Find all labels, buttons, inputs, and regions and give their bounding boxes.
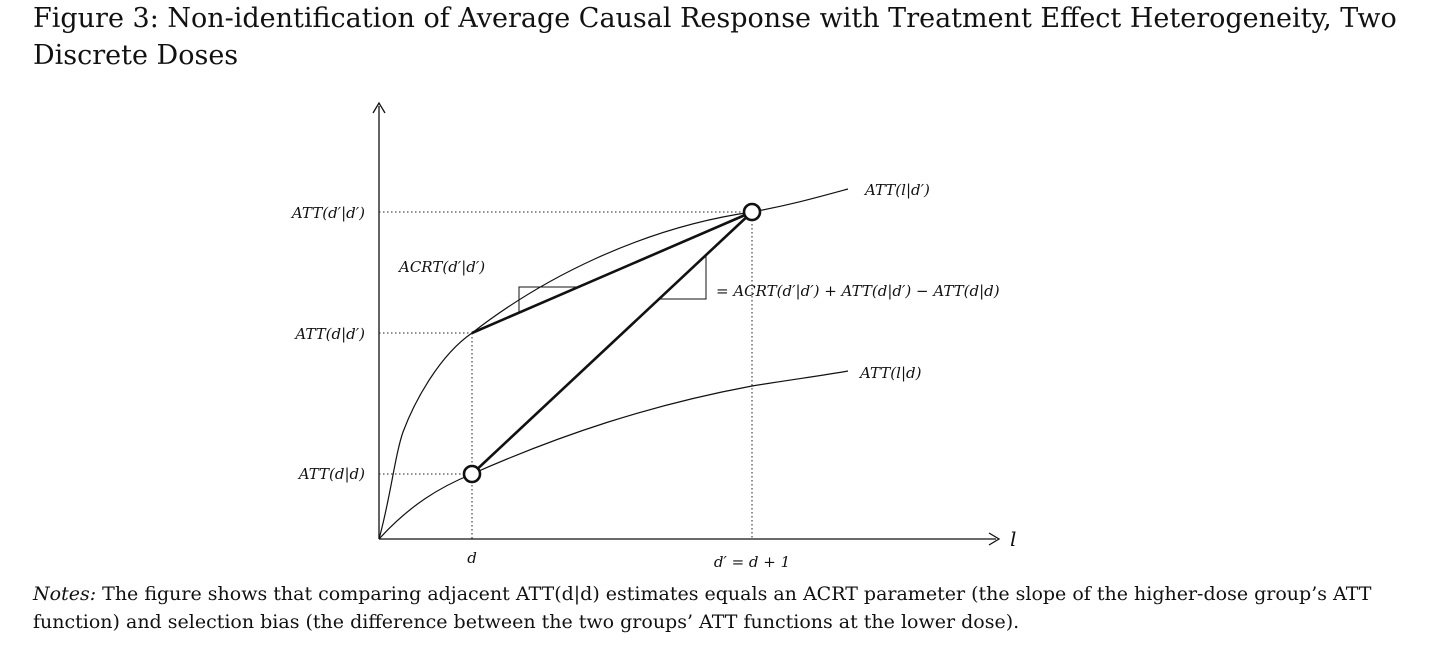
series-label-att-l-d: ATT(l|d) (858, 364, 922, 382)
slope-triangle-acrt (518, 286, 580, 313)
x-axis-arrow (988, 532, 1001, 546)
annotation-decomposition: = ACRT(d′|d′) + ATT(d|d′) − ATT(d|d) (716, 282, 1000, 300)
curve-att-l-d (378, 370, 849, 540)
y-tick-att-d-dprime: ATT(d|d′) (293, 325, 365, 343)
segment-diagonal (471, 211, 753, 475)
segment-acrt (471, 210, 753, 335)
x-tick-dprime: d′ = d + 1 (714, 553, 790, 571)
marker-att-dprime-dprime (742, 202, 762, 222)
slope-triangle-diagonal (660, 256, 707, 300)
y-tick-att-dprime-dprime: ATT(d′|d′) (290, 204, 365, 222)
notes-lead: Notes: (33, 583, 97, 605)
figure-title: Figure 3: Non-identification of Average … (33, 3, 1397, 71)
y-tick-att-d-d: ATT(d|d) (297, 465, 365, 483)
y-axis-arrow (372, 101, 386, 114)
series-label-att-l-dprime: ATT(l|d′) (863, 181, 930, 199)
marker-att-d-d (462, 464, 482, 484)
x-tick-d: d (467, 549, 477, 567)
notes-text: The figure shows that comparing adjacent… (33, 583, 1372, 633)
curve-att-l-dprime (378, 188, 849, 540)
x-axis-label: l (1010, 527, 1016, 551)
figure-notes: Notes: The figure shows that comparing a… (33, 580, 1413, 636)
annotation-acrt: ACRT(d′|d′) (397, 258, 485, 276)
